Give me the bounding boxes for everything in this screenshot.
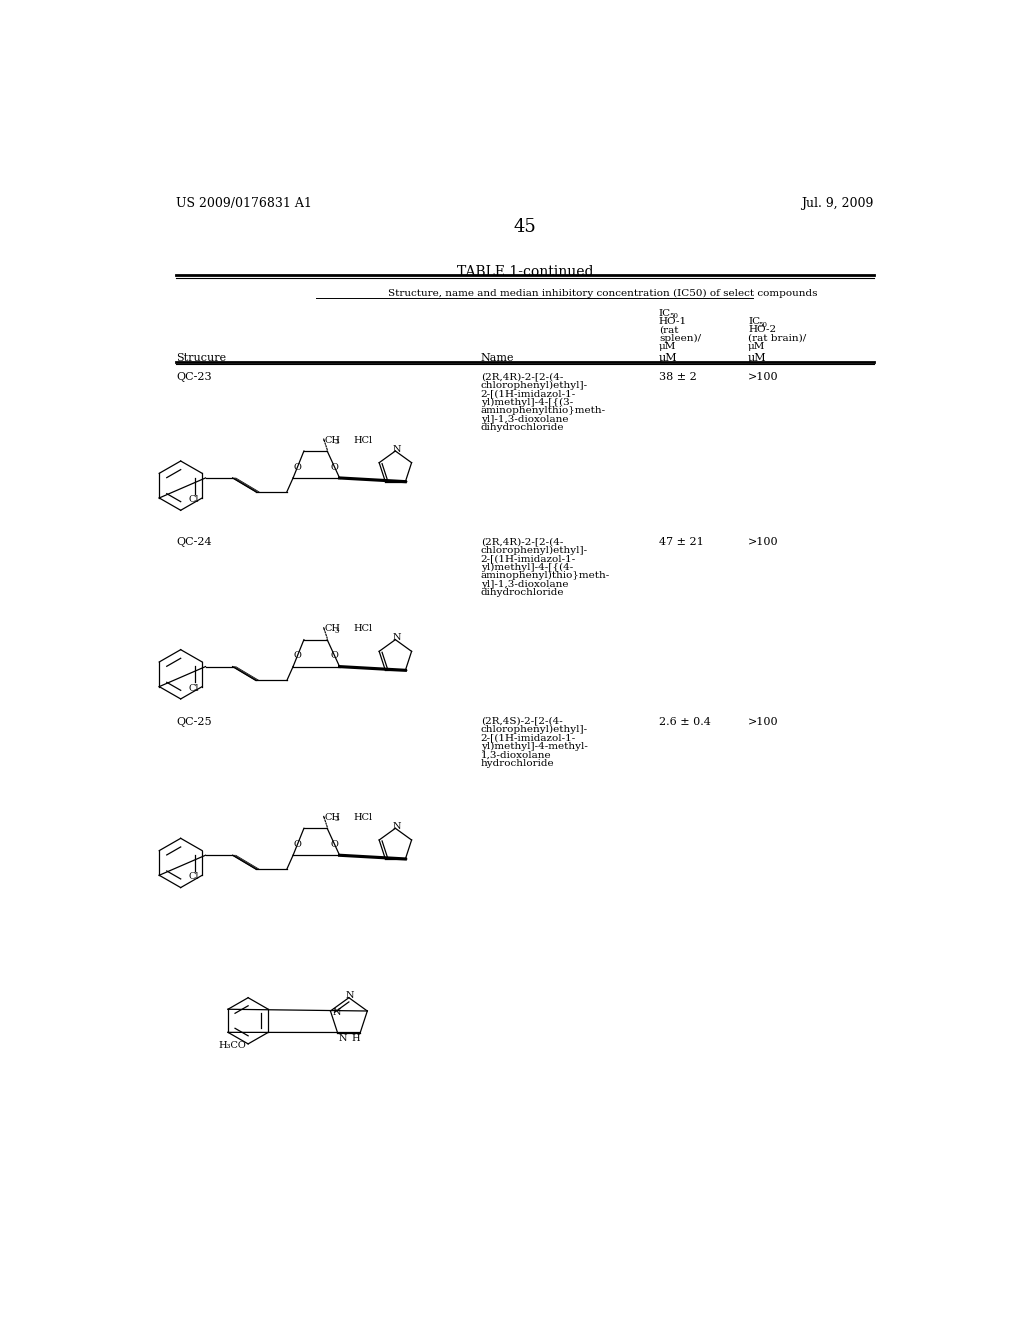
- Text: O: O: [293, 462, 301, 471]
- Text: QC-25: QC-25: [176, 717, 212, 726]
- Text: HCl: HCl: [353, 813, 373, 822]
- Text: yl)methyl]-4-methyl-: yl)methyl]-4-methyl-: [480, 742, 588, 751]
- Text: 38 ± 2: 38 ± 2: [658, 372, 696, 383]
- Text: QC-24: QC-24: [176, 537, 212, 548]
- Text: Strucure: Strucure: [176, 354, 226, 363]
- Text: (2R,4S)-2-[2-(4-: (2R,4S)-2-[2-(4-: [480, 717, 562, 726]
- Text: (2R,4R)-2-[2-(4-: (2R,4R)-2-[2-(4-: [480, 537, 563, 546]
- Text: 50: 50: [669, 313, 678, 321]
- Text: CH: CH: [324, 436, 340, 445]
- Text: O: O: [293, 651, 301, 660]
- Text: 3: 3: [334, 627, 339, 635]
- Text: HCl: HCl: [353, 436, 373, 445]
- Text: O: O: [331, 651, 338, 660]
- Text: μM: μM: [748, 342, 765, 351]
- Text: >100: >100: [748, 537, 778, 548]
- Text: chlorophenyl)ethyl]-: chlorophenyl)ethyl]-: [480, 545, 588, 554]
- Text: μM: μM: [658, 354, 678, 363]
- Text: 1,3-dioxolane: 1,3-dioxolane: [480, 751, 551, 759]
- Text: >100: >100: [748, 717, 778, 726]
- Text: dihydrochloride: dihydrochloride: [480, 424, 564, 432]
- Text: IC: IC: [658, 309, 671, 318]
- Text: Cl: Cl: [188, 495, 199, 504]
- Text: μM: μM: [748, 354, 767, 363]
- Text: 45: 45: [513, 218, 537, 236]
- Text: H: H: [351, 1034, 359, 1043]
- Text: HO-2: HO-2: [748, 326, 776, 334]
- Text: O: O: [293, 840, 301, 849]
- Text: 3: 3: [334, 816, 339, 824]
- Text: N: N: [333, 1008, 341, 1016]
- Text: 3: 3: [334, 438, 339, 446]
- Text: Name: Name: [480, 354, 514, 363]
- Text: HO-1: HO-1: [658, 317, 687, 326]
- Text: Jul. 9, 2009: Jul. 9, 2009: [801, 197, 873, 210]
- Text: H₃CO: H₃CO: [219, 1040, 247, 1049]
- Text: hydrochloride: hydrochloride: [480, 759, 554, 768]
- Text: 2-[(1H-imidazol-1-: 2-[(1H-imidazol-1-: [480, 389, 575, 399]
- Text: chlorophenyl)ethyl]-: chlorophenyl)ethyl]-: [480, 381, 588, 389]
- Text: N: N: [392, 822, 400, 832]
- Text: aminophenyl)thio}meth-: aminophenyl)thio}meth-: [480, 572, 610, 581]
- Text: TABLE 1-continued: TABLE 1-continued: [457, 264, 593, 279]
- Text: QC-23: QC-23: [176, 372, 212, 383]
- Text: (rat brain)/: (rat brain)/: [748, 334, 806, 343]
- Text: dihydrochloride: dihydrochloride: [480, 589, 564, 597]
- Text: (2R,4R)-2-[2-(4-: (2R,4R)-2-[2-(4-: [480, 372, 563, 381]
- Text: N: N: [346, 991, 354, 999]
- Text: US 2009/0176831 A1: US 2009/0176831 A1: [176, 197, 312, 210]
- Text: >100: >100: [748, 372, 778, 383]
- Text: yl]-1,3-dioxolane: yl]-1,3-dioxolane: [480, 414, 568, 424]
- Text: aminophenylthio}meth-: aminophenylthio}meth-: [480, 407, 606, 416]
- Text: yl)methyl]-4-[{(4-: yl)methyl]-4-[{(4-: [480, 562, 572, 572]
- Text: spleen)/: spleen)/: [658, 334, 701, 343]
- Text: Cl: Cl: [188, 684, 199, 693]
- Text: Structure, name and median inhibitory concentration (IC50) of select compounds: Structure, name and median inhibitory co…: [388, 289, 817, 297]
- Text: N: N: [339, 1034, 347, 1043]
- Text: O: O: [331, 840, 338, 849]
- Text: CH: CH: [324, 813, 340, 822]
- Text: chlorophenyl)ethyl]-: chlorophenyl)ethyl]-: [480, 725, 588, 734]
- Text: Cl: Cl: [188, 873, 199, 882]
- Text: yl)methyl]-4-[{(3-: yl)methyl]-4-[{(3-: [480, 397, 572, 407]
- Text: IC: IC: [748, 317, 760, 326]
- Text: 50: 50: [758, 321, 767, 329]
- Text: 2.6 ± 0.4: 2.6 ± 0.4: [658, 717, 711, 726]
- Text: (rat: (rat: [658, 326, 678, 334]
- Text: 2-[(1H-imidazol-1-: 2-[(1H-imidazol-1-: [480, 734, 575, 743]
- Text: HCl: HCl: [353, 624, 373, 634]
- Text: 47 ± 21: 47 ± 21: [658, 537, 703, 548]
- Text: O: O: [331, 462, 338, 471]
- Text: N: N: [392, 445, 400, 454]
- Text: N: N: [392, 634, 400, 643]
- Text: CH: CH: [324, 624, 340, 634]
- Text: yl]-1,3-dioxolane: yl]-1,3-dioxolane: [480, 579, 568, 589]
- Text: μM: μM: [658, 342, 676, 351]
- Text: 2-[(1H-imidazol-1-: 2-[(1H-imidazol-1-: [480, 554, 575, 564]
